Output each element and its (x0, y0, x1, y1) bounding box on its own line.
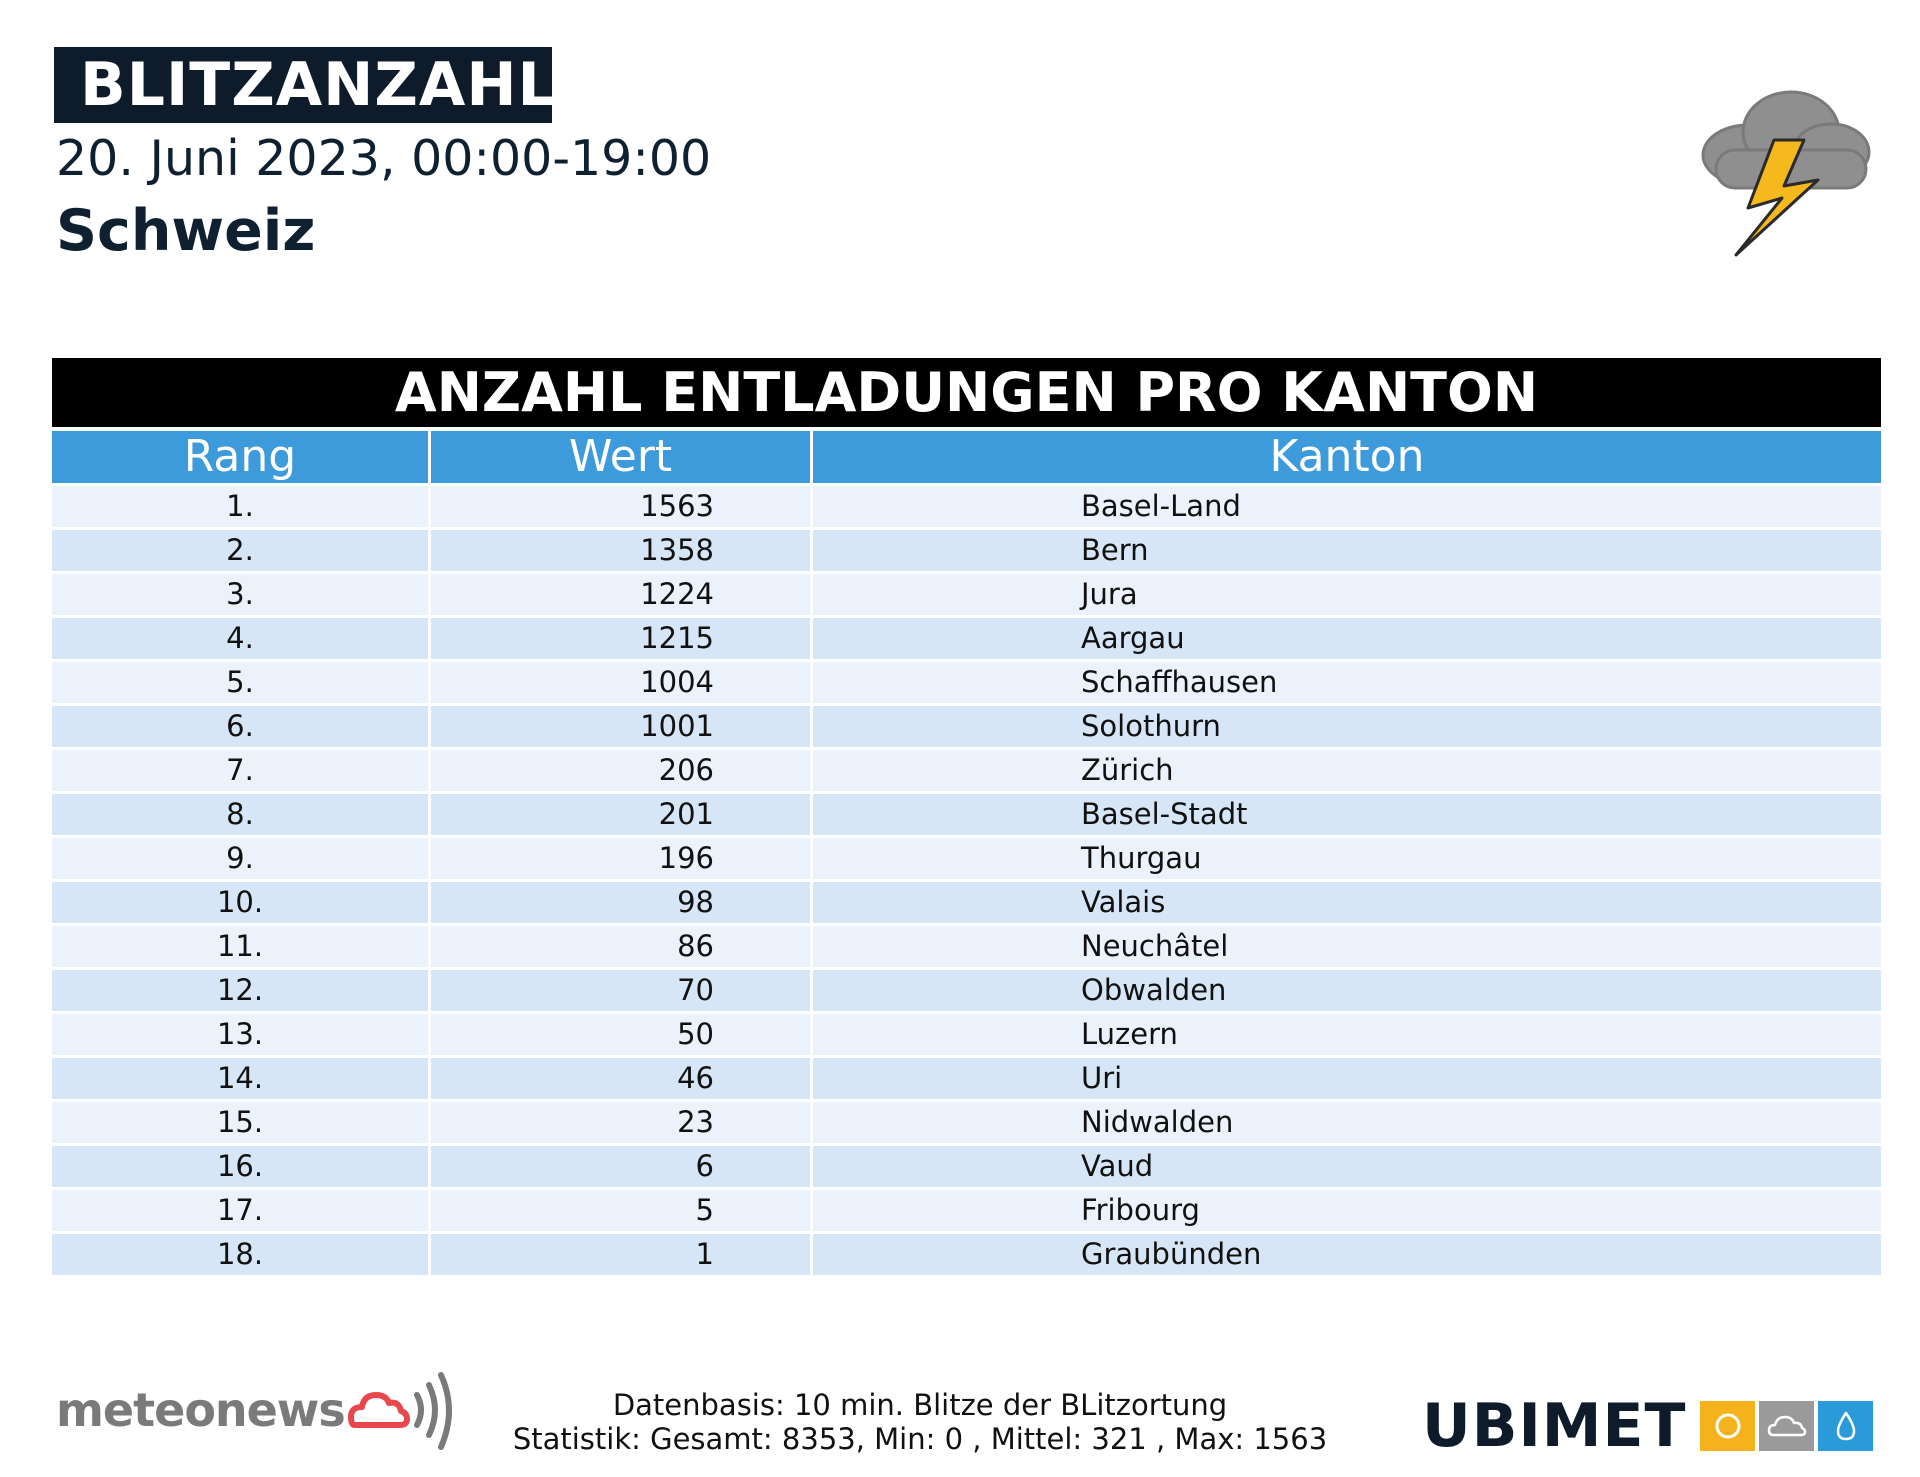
wert-cell: 201 (431, 794, 813, 835)
rang-cell: 17. (52, 1190, 431, 1231)
rang-cell: 16. (52, 1146, 431, 1187)
kanton-table: ANZAHL ENTLADUNGEN PRO KANTON Rang Wert … (52, 358, 1881, 1275)
rang-cell: 5. (52, 662, 431, 703)
kanton-cell: Basel-Land (1081, 489, 1241, 523)
wert-cell: 1224 (431, 574, 813, 615)
wert-cell: 46 (431, 1058, 813, 1099)
cloud-signal-icon (347, 1372, 452, 1450)
cloud-icon (1759, 1401, 1815, 1451)
rang-cell: 15. (52, 1102, 431, 1143)
kanton-cell: Vaud (1081, 1149, 1154, 1183)
ubimet-logo-text: UBIMET (1422, 1391, 1687, 1461)
rang-cell: 7. (52, 750, 431, 791)
data-source-note: Datenbasis: 10 min. Blitze der BLitzortu… (612, 1388, 1228, 1422)
wert-cell: 1358 (431, 530, 813, 571)
kanton-cell: Aargau (1081, 621, 1185, 655)
table-row: 15. 23 Nidwalden (52, 1102, 1881, 1143)
table-row: 9. 196 Thurgau (52, 838, 1881, 879)
kanton-cell: Luzern (1081, 1017, 1178, 1051)
wert-cell: 196 (431, 838, 813, 879)
wert-cell: 23 (431, 1102, 813, 1143)
kanton-cell: Thurgau (1081, 841, 1202, 875)
wert-cell: 206 (431, 750, 813, 791)
page-title: BLITZANZAHL (54, 47, 556, 123)
statistics-summary: Statistik: Gesamt: 8353, Min: 0 , Mittel… (512, 1422, 1328, 1456)
sun-icon (1700, 1401, 1756, 1451)
table-row: 5. 1004 Schaffhausen (52, 662, 1881, 703)
kanton-cell: Basel-Stadt (1081, 797, 1248, 831)
wert-cell: 6 (431, 1146, 813, 1187)
rang-cell: 6. (52, 706, 431, 747)
rang-cell: 14. (52, 1058, 431, 1099)
table-row: 1. 1563 Basel-Land (52, 486, 1881, 527)
ubimet-logo: UBIMET (1422, 1391, 1874, 1461)
kanton-cell: Bern (1081, 533, 1149, 567)
meteonews-logo: meteonews (56, 1360, 465, 1460)
wert-cell: 98 (431, 882, 813, 923)
rang-cell: 4. (52, 618, 431, 659)
wert-cell: 86 (431, 926, 813, 967)
kanton-cell: Uri (1081, 1061, 1123, 1095)
rang-cell: 3. (52, 574, 431, 615)
table-row: 2. 1358 Bern (52, 530, 1881, 571)
rang-cell: 9. (52, 838, 431, 879)
rang-cell: 1. (52, 486, 431, 527)
kanton-cell: Valais (1081, 885, 1166, 919)
table-body: 1. 1563 Basel-Land 2. 1358 Bern 3. 1224 Jura 4… (52, 486, 1881, 1275)
wert-cell: 5 (431, 1190, 813, 1231)
table-row: 16. 6 Vaud (52, 1146, 1881, 1187)
thunderstorm-icon (1701, 90, 1871, 257)
footer-info: Datenbasis: 10 min. Blitze der BLitzortu… (480, 1388, 1360, 1456)
table-row: 13. 50 Luzern (52, 1014, 1881, 1055)
table-row: 8. 201 Basel-Stadt (52, 794, 1881, 835)
meteonews-logo-text: meteonews (56, 1383, 346, 1437)
table-header: Rang Wert Kanton (52, 431, 1881, 483)
table-row: 10. 98 Valais (52, 882, 1881, 923)
wert-cell: 50 (431, 1014, 813, 1055)
kanton-cell: Jura (1081, 577, 1138, 611)
table-row: 11. 86 Neuchâtel (52, 926, 1881, 967)
rang-cell: 13. (52, 1014, 431, 1055)
table-row: 6. 1001 Solothurn (52, 706, 1881, 747)
table-row: 17. 5 Fribourg (52, 1190, 1881, 1231)
rang-cell: 12. (52, 970, 431, 1011)
date-range: 20. Juni 2023, 00:00-19:00 (56, 130, 712, 187)
region-label: Schweiz (56, 198, 316, 264)
table-row: 7. 206 Zürich (52, 750, 1881, 791)
wert-cell: 1563 (431, 486, 813, 527)
raindrop-icon (1818, 1401, 1874, 1451)
rang-cell: 10. (52, 882, 431, 923)
kanton-cell: Graubünden (1081, 1237, 1262, 1271)
wert-cell: 1001 (431, 706, 813, 747)
kanton-cell: Fribourg (1081, 1193, 1200, 1227)
table-row: 14. 46 Uri (52, 1058, 1881, 1099)
rang-cell: 8. (52, 794, 431, 835)
kanton-cell: Nidwalden (1081, 1105, 1234, 1139)
kanton-cell: Obwalden (1081, 973, 1227, 1007)
wert-cell: 1215 (431, 618, 813, 659)
wert-cell: 1004 (431, 662, 813, 703)
table-row: 4. 1215 Aargau (52, 618, 1881, 659)
wert-cell: 70 (431, 970, 813, 1011)
kanton-cell: Schaffhausen (1081, 665, 1278, 699)
rang-cell: 18. (52, 1234, 431, 1275)
column-header-wert: Wert (431, 431, 813, 483)
wert-cell: 1 (431, 1234, 813, 1275)
table-row: 3. 1224 Jura (52, 574, 1881, 615)
column-header-rang: Rang (52, 431, 431, 483)
kanton-cell: Solothurn (1081, 709, 1221, 743)
table-title: ANZAHL ENTLADUNGEN PRO KANTON (52, 358, 1881, 427)
column-header-kanton: Kanton (1269, 431, 1425, 482)
rang-cell: 2. (52, 530, 431, 571)
kanton-cell: Zürich (1081, 753, 1174, 787)
table-row: 18. 1 Graubünden (52, 1234, 1881, 1275)
kanton-cell: Neuchâtel (1081, 929, 1229, 963)
table-row: 12. 70 Obwalden (52, 970, 1881, 1011)
rang-cell: 11. (52, 926, 431, 967)
